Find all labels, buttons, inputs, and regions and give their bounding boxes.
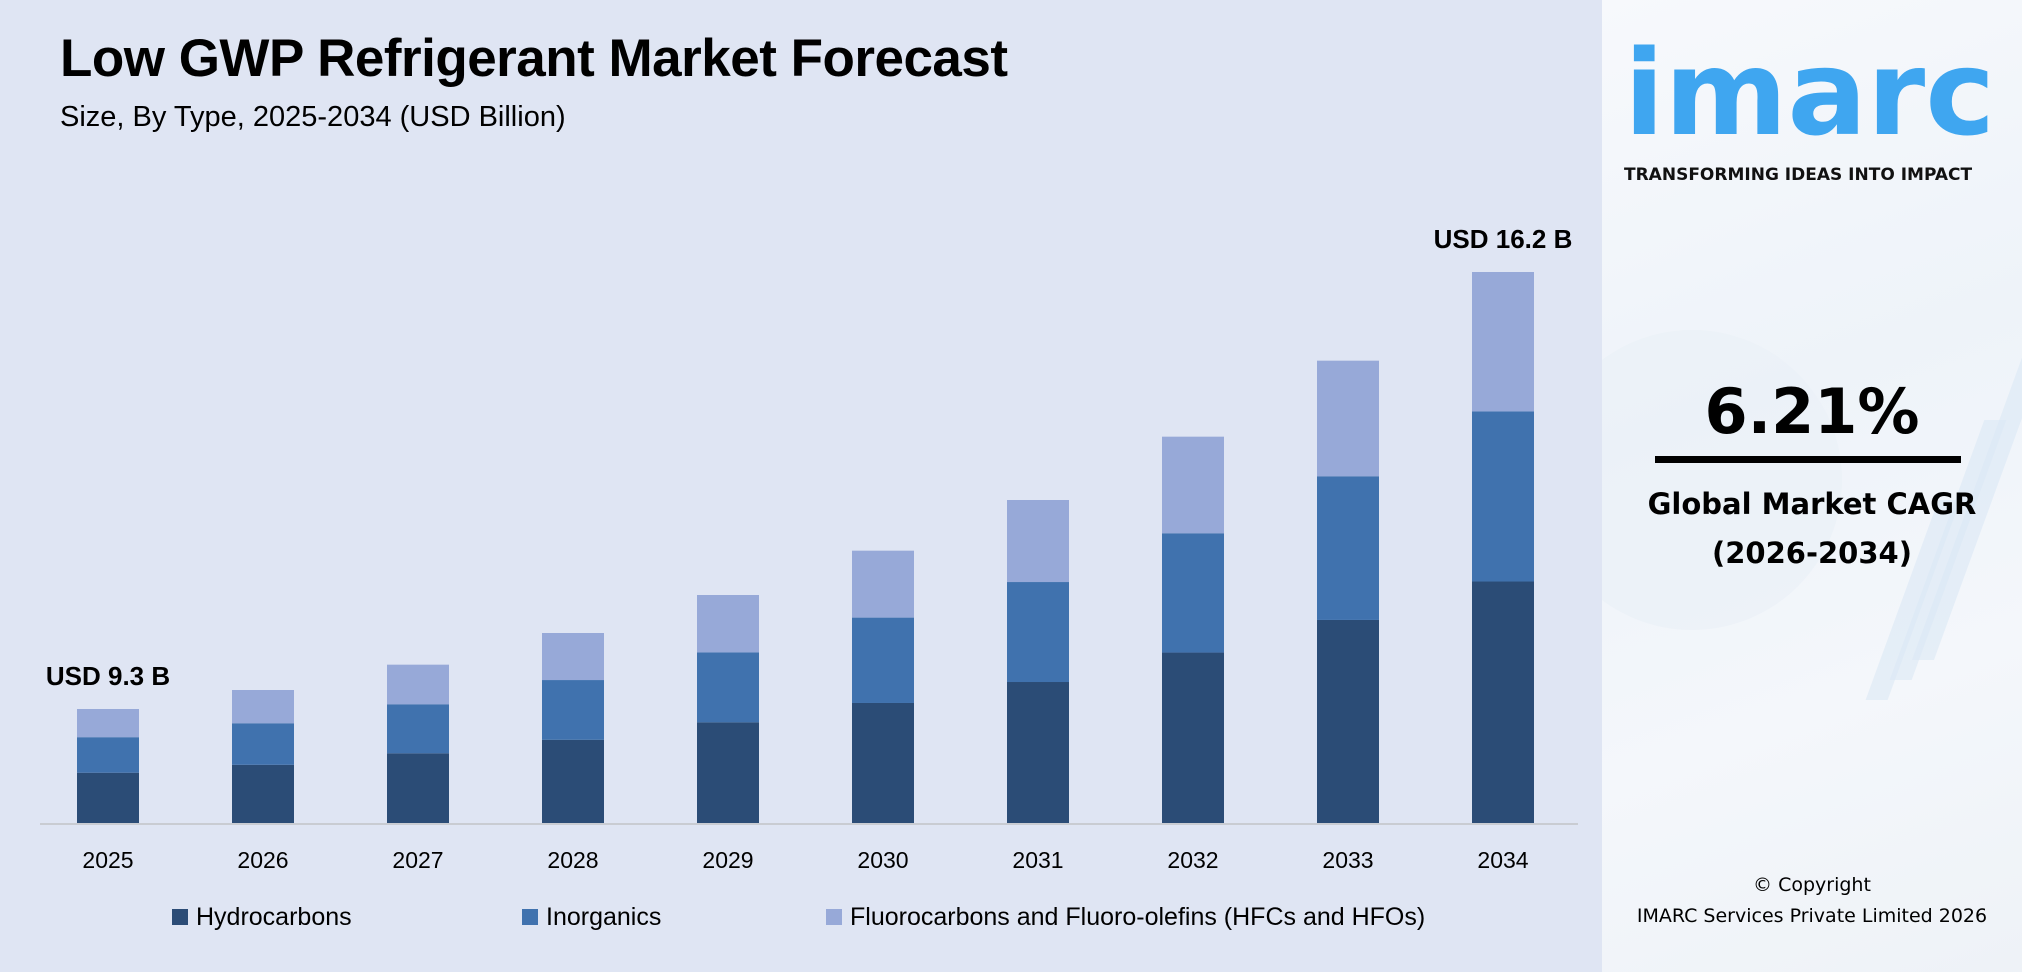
bar-segment-2034-2 bbox=[1472, 272, 1534, 412]
bar-segment-2028-2 bbox=[542, 633, 604, 681]
legend-label: Hydrocarbons bbox=[196, 903, 352, 931]
bar-segment-2034-1 bbox=[1472, 411, 1534, 582]
info-panel bbox=[1602, 0, 2022, 972]
data-label-2025: USD 9.3 B bbox=[46, 661, 170, 691]
x-tick-label: 2027 bbox=[392, 847, 443, 873]
x-tick-label: 2028 bbox=[547, 847, 598, 873]
bar-segment-2030-0 bbox=[852, 702, 914, 823]
cagr-label: Global Market CAGR bbox=[1647, 487, 1977, 521]
legend-swatch bbox=[826, 909, 842, 925]
data-label-2034: USD 16.2 B bbox=[1434, 224, 1573, 254]
x-tick-label: 2030 bbox=[857, 847, 908, 873]
logo-tagline: TRANSFORMING IDEAS INTO IMPACT bbox=[1624, 165, 1973, 185]
bar-segment-2033-0 bbox=[1317, 619, 1379, 823]
x-tick-label: 2033 bbox=[1322, 847, 1373, 873]
x-tick-label: 2034 bbox=[1477, 847, 1528, 873]
legend-item-inorganics: Inorganics bbox=[522, 902, 661, 932]
copyright-company: IMARC Services Private Limited 2026 bbox=[1636, 905, 1988, 927]
bar-segment-2026-1 bbox=[232, 723, 294, 765]
legend-swatch bbox=[172, 909, 188, 925]
legend-item-hydrocarbons: Hydrocarbons bbox=[172, 902, 352, 932]
bar-segment-2032-0 bbox=[1162, 652, 1224, 823]
bar-segment-2033-1 bbox=[1317, 476, 1379, 620]
bar-segment-2031-0 bbox=[1007, 682, 1069, 823]
bar-segment-2027-0 bbox=[387, 753, 449, 823]
bar-segment-2027-1 bbox=[387, 704, 449, 754]
background-pie-decoration bbox=[1602, 330, 1842, 630]
chart-subtitle: Size, By Type, 2025-2034 (USD Billion) bbox=[60, 101, 566, 133]
bar-segment-2033-2 bbox=[1317, 360, 1379, 477]
bar-segment-2031-2 bbox=[1007, 500, 1069, 583]
legend-label: Inorganics bbox=[546, 903, 662, 931]
bar-segment-2030-2 bbox=[852, 550, 914, 618]
x-tick-label: 2026 bbox=[237, 847, 288, 873]
cagr-divider bbox=[1655, 456, 1961, 463]
cagr-period: (2026-2034) bbox=[1712, 536, 1912, 570]
cagr-value: 6.21% bbox=[1704, 375, 1920, 448]
chart-title: Low GWP Refrigerant Market Forecast bbox=[60, 29, 1008, 88]
copyright-line: © Copyright bbox=[1753, 874, 1871, 896]
bar-segment-2025-1 bbox=[77, 737, 139, 773]
bar-segment-2029-2 bbox=[697, 595, 759, 653]
bar-segment-2032-2 bbox=[1162, 436, 1224, 534]
legend-label: Fluorocarbons and Fluoro-olefins (HFCs a… bbox=[850, 903, 1426, 931]
bar-segment-2026-2 bbox=[232, 690, 294, 724]
x-tick-label: 2032 bbox=[1167, 847, 1218, 873]
bar-segment-2025-2 bbox=[77, 709, 139, 738]
legend-swatch bbox=[522, 909, 538, 925]
bar-segment-2032-1 bbox=[1162, 533, 1224, 653]
bar-segment-2028-0 bbox=[542, 739, 604, 823]
bar-segment-2034-0 bbox=[1472, 581, 1534, 823]
bar-segment-2027-2 bbox=[387, 664, 449, 705]
x-tick-label: 2031 bbox=[1012, 847, 1063, 873]
bar-segment-2026-0 bbox=[232, 764, 294, 823]
imarc-logo: imarc bbox=[1624, 24, 1996, 162]
legend-item-fluorocarbons: Fluorocarbons and Fluoro-olefins (HFCs a… bbox=[826, 902, 1425, 932]
bar-segment-2031-1 bbox=[1007, 582, 1069, 683]
x-tick-label: 2025 bbox=[82, 847, 133, 873]
bar-segment-2029-0 bbox=[697, 722, 759, 823]
bar-segment-2028-1 bbox=[542, 680, 604, 740]
bar-segment-2030-1 bbox=[852, 617, 914, 703]
bar-segment-2025-0 bbox=[77, 772, 139, 823]
bar-segment-2029-1 bbox=[697, 652, 759, 723]
x-tick-label: 2029 bbox=[702, 847, 753, 873]
stacked-bar-chart: 2025 2026 2027 2028 2029 2030 2031 2032 2033 2034… bbox=[40, 224, 1578, 873]
